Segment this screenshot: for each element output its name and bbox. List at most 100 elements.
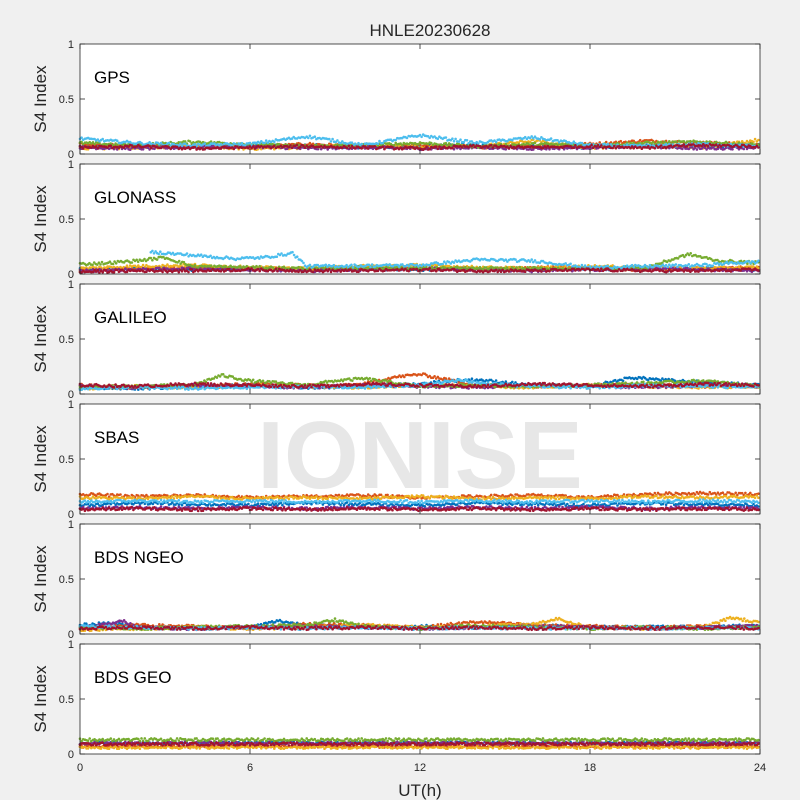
data-point xyxy=(366,147,370,150)
data-point xyxy=(451,137,454,140)
chart-title: HNLE20230628 xyxy=(370,21,491,40)
data-point xyxy=(328,137,331,141)
data-point xyxy=(459,138,462,141)
data-point xyxy=(166,263,169,266)
data-point xyxy=(115,139,119,142)
data-point xyxy=(391,145,394,149)
constellation-label: GPS xyxy=(94,68,130,87)
data-point xyxy=(590,143,593,147)
data-point xyxy=(653,146,657,150)
data-point xyxy=(307,136,310,140)
data-point xyxy=(757,146,760,149)
data-point xyxy=(193,146,197,149)
y-tick-label: 0.5 xyxy=(59,94,74,106)
data-point xyxy=(757,138,760,142)
data-point xyxy=(251,145,255,148)
data-point xyxy=(130,261,134,264)
data-point xyxy=(373,145,377,148)
data-point xyxy=(425,145,428,149)
data-point xyxy=(465,139,469,142)
data-point xyxy=(209,264,213,268)
data-point xyxy=(149,146,153,150)
data-point xyxy=(136,260,140,264)
data-point xyxy=(232,147,236,151)
data-point xyxy=(258,264,262,268)
y-tick-label: 1 xyxy=(68,39,74,51)
data-point xyxy=(331,137,334,141)
axes-background xyxy=(80,44,760,154)
data-point xyxy=(668,140,671,143)
data-point xyxy=(659,144,663,147)
data-point xyxy=(436,137,440,141)
data-point xyxy=(505,266,509,269)
data-point xyxy=(151,258,154,262)
data-point xyxy=(289,144,292,147)
data-point xyxy=(574,144,577,147)
data-point xyxy=(350,141,354,144)
data-point xyxy=(489,143,493,147)
data-point xyxy=(438,145,441,148)
data-point xyxy=(376,142,380,145)
data-point xyxy=(100,260,104,264)
data-point xyxy=(329,140,333,143)
data-point xyxy=(224,264,227,268)
data-point xyxy=(263,141,266,145)
data-point xyxy=(167,141,171,145)
data-point xyxy=(91,263,94,267)
data-point xyxy=(737,265,741,269)
data-point xyxy=(347,144,351,148)
data-point xyxy=(549,137,553,140)
data-point xyxy=(349,146,352,150)
data-point xyxy=(496,266,499,269)
data-point xyxy=(141,263,145,267)
y-axis-label: S4 Index xyxy=(31,65,50,133)
data-point xyxy=(659,140,663,144)
data-point xyxy=(381,145,385,148)
data-point xyxy=(515,266,518,269)
data-point xyxy=(533,141,537,145)
data-point xyxy=(193,263,197,267)
data-point xyxy=(124,267,127,270)
data-point xyxy=(464,265,467,269)
data-point xyxy=(99,263,102,266)
data-point xyxy=(436,147,440,151)
data-point xyxy=(532,148,535,151)
data-point xyxy=(600,144,603,147)
data-point xyxy=(308,141,312,145)
data-point xyxy=(114,262,118,265)
data-point xyxy=(308,134,312,138)
data-point xyxy=(695,148,699,151)
data-point xyxy=(451,146,454,150)
data-point xyxy=(572,146,576,149)
axes-background xyxy=(80,164,760,274)
data-point xyxy=(360,147,364,150)
data-point xyxy=(731,148,734,151)
data-point xyxy=(613,144,616,148)
data-point xyxy=(706,144,710,148)
data-point xyxy=(454,137,457,141)
data-point xyxy=(80,136,83,139)
data-point xyxy=(378,139,381,143)
data-point xyxy=(619,139,623,143)
data-point xyxy=(273,140,276,143)
data-point xyxy=(753,137,757,141)
data-point xyxy=(434,145,438,148)
data-point xyxy=(504,148,508,151)
data-point xyxy=(255,264,258,268)
data-point xyxy=(175,145,179,149)
data-point xyxy=(149,256,153,260)
data-point xyxy=(111,262,115,266)
data-point xyxy=(345,146,349,150)
data-point xyxy=(507,146,511,150)
data-point xyxy=(452,139,456,143)
data-point xyxy=(177,259,181,263)
data-point xyxy=(444,136,448,139)
data-point xyxy=(420,135,423,139)
data-point xyxy=(447,142,451,145)
data-point xyxy=(715,140,718,144)
data-point xyxy=(647,145,650,148)
data-point xyxy=(125,264,129,268)
